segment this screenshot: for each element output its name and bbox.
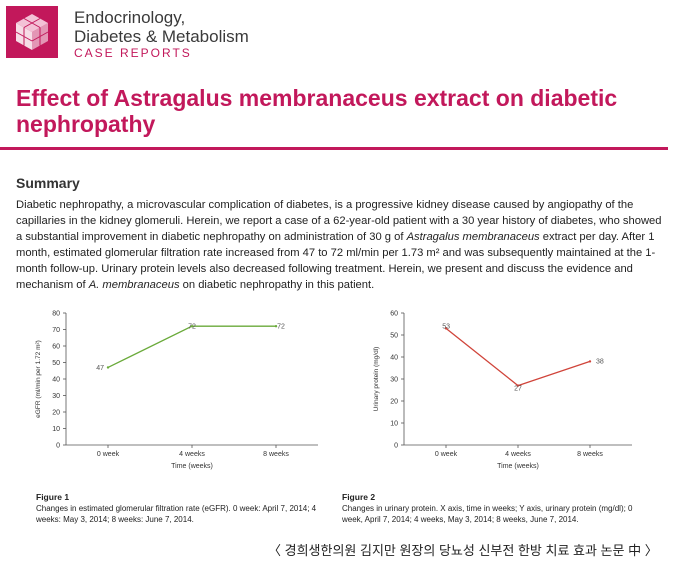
x-tick-label: 4 weeks [505,451,531,458]
journal-header: Endocrinology, Diabetes & Metabolism CAS… [6,6,696,66]
data-point [190,325,194,328]
x-tick-label: 0 week [435,451,458,458]
data-point [516,384,520,387]
abstract-italic-run: A. membranaceus [88,279,180,291]
korean-footer-note: 〈 경희생한의원 김지만 원장의 당뇨성 신부전 한방 치료 효과 논문 中 〉 [268,543,658,558]
y-tick-label: 0 [394,443,398,450]
y-tick-label: 70 [52,327,60,334]
figure-1-text: Changes in estimated glomerular filtrati… [36,504,317,524]
title-divider [0,147,668,150]
abstract-italic-run: Astragalus membranaceus [406,231,540,243]
y-tick-label: 30 [390,377,398,384]
summary-heading: Summary [16,175,80,191]
series-line [445,327,591,387]
x-axis-title: Time (weeks) [497,463,539,470]
x-axis-title: Time (weeks) [171,463,213,470]
journal-name: Endocrinology, Diabetes & Metabolism CAS… [74,8,249,60]
series-line [107,325,276,369]
abstract-run: on diabetic nephropathy in this patient. [179,279,375,291]
x-tick-label: 0 week [97,451,120,458]
y-tick-label: 50 [52,360,60,367]
y-tick-label: 60 [52,344,60,351]
y-tick-label: 60 [390,311,398,318]
figure-1-label: Figure 1 [36,492,70,502]
journal-name-line2: Diabetes & Metabolism [74,27,249,46]
y-tick-label: 80 [52,311,60,318]
y-tick-label: 30 [52,393,60,400]
y-tick-label: 0 [56,443,60,450]
y-tick-label: 40 [52,377,60,384]
journal-name-line3: CASE REPORTS [74,46,192,60]
y-axis-title: eGFR (ml/min per 1.72 m²) [35,340,42,418]
data-label: 53 [442,323,450,330]
egfr-chart: 0 10 20 30 40 50 60 70 80 0 week 4 weeks 8 weeks Tim… [35,311,318,470]
urinary-protein-chart: 0 10 20 30 40 50 60 0 week 4 weeks 8 weeks Time (w… [373,311,632,470]
y-tick-label: 10 [390,421,398,428]
abstract-run: extract per day. After 1 month, estimate… [16,231,656,291]
data-label: 72 [277,324,285,331]
cube-logo-icon [15,14,49,50]
x-tick-label: 8 weeks [263,451,289,458]
abstract-text: Diabetic nephropathy, a microvascular co… [16,197,664,293]
figure-2-text: Changes in urinary protein. X axis, time… [342,504,633,524]
x-tick-label: 4 weeks [179,451,205,458]
figure-2-caption: Figure 2 Changes in urinary protein. X a… [342,492,642,525]
data-point [106,366,110,369]
y-tick-label: 50 [390,333,398,340]
data-label: 47 [96,365,104,372]
abstract-run: Diabetic nephropathy, a microvascular co… [16,199,662,243]
y-tick-label: 20 [390,399,398,406]
x-tick-label: 8 weeks [577,451,603,458]
data-point [588,360,592,363]
y-tick-label: 40 [390,355,398,362]
data-point [444,327,448,330]
journal-name-line1: Endocrinology, [74,8,186,27]
data-label: 38 [596,358,604,365]
article-title: Effect of Astragalus membranaceus extrac… [16,85,618,137]
data-label: 72 [188,324,196,331]
data-label: 27 [514,386,522,393]
y-tick-label: 20 [52,410,60,417]
y-tick-label: 10 [52,426,60,433]
figure-1-caption: Figure 1 Changes in estimated glomerular… [36,492,336,525]
journal-logo [6,6,58,58]
y-axis-title: Urinary protein (mg/dl) [373,347,380,412]
data-point [274,325,278,328]
figure-2-label: Figure 2 [342,492,376,502]
